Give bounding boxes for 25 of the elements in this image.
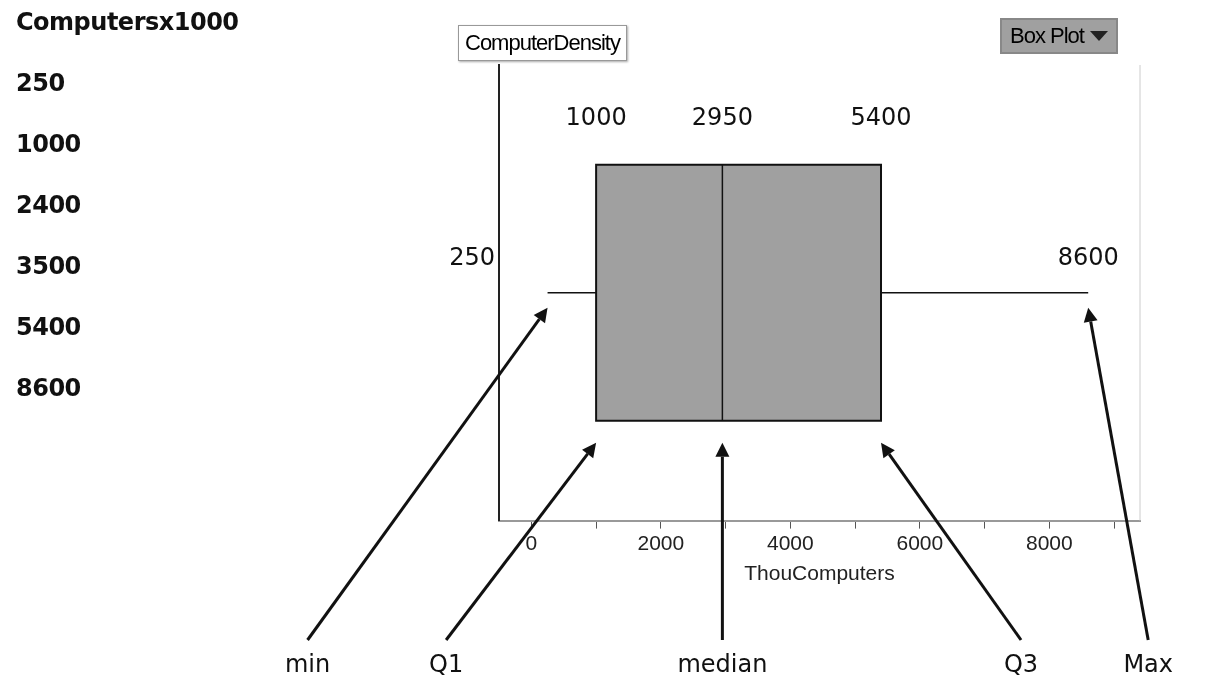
- text: min: [284, 650, 331, 678]
- text: 3500: [16, 252, 81, 280]
- text: 250: [449, 242, 495, 271]
- x-tick-label: 2000: [637, 531, 685, 554]
- annotation: 1000: [565, 103, 627, 131]
- text: 250: [16, 69, 65, 97]
- text: median: [677, 650, 768, 678]
- annotation: 8600: [1057, 242, 1119, 271]
- x-tick-label: 8000: [1025, 531, 1073, 554]
- text: 2400: [16, 191, 81, 219]
- y-axis-title: ComputerDensity: [458, 25, 627, 61]
- text: 5400: [16, 313, 81, 341]
- text: Q3: [1003, 650, 1039, 678]
- text: Box Plot: [1010, 23, 1084, 49]
- text: 8600: [16, 374, 81, 402]
- annotation: 5400: [850, 103, 912, 131]
- text: Computersx1000: [16, 8, 239, 36]
- text: Q1: [429, 650, 464, 678]
- text: Max: [1123, 650, 1174, 678]
- x-tick-label: 6000: [896, 531, 944, 554]
- x-axis-title: ThouComputers: [744, 561, 895, 585]
- text: 1000: [16, 130, 81, 158]
- x-tick-label: 4000: [767, 531, 814, 554]
- annotation: 2950: [691, 103, 753, 131]
- x-tick-label: 0: [525, 531, 538, 554]
